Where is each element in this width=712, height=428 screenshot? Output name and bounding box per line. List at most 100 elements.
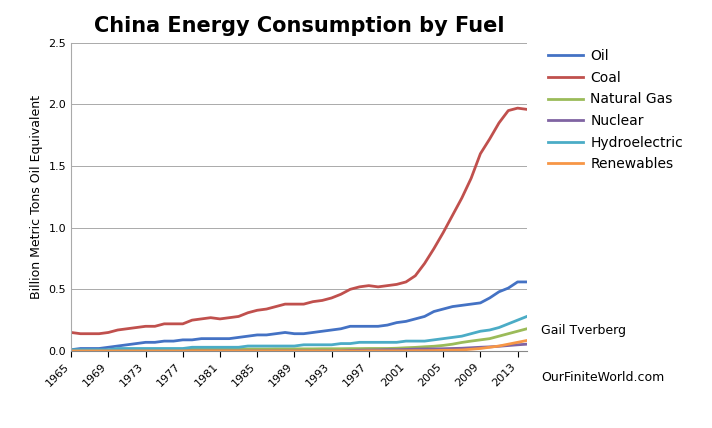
Renewables: [104, 348, 112, 354]
Natural Gas: [122, 348, 131, 353]
Natural Gas: [253, 346, 261, 351]
Coal: [76, 331, 85, 336]
Natural Gas: [76, 348, 85, 353]
Coal: [160, 321, 169, 327]
Renewables: [411, 348, 419, 353]
Oil: [67, 347, 75, 352]
Oil: [429, 309, 438, 314]
Hydroelectric: [513, 318, 522, 323]
Oil: [225, 336, 234, 341]
Oil: [216, 336, 224, 341]
Coal: [169, 321, 178, 327]
Natural Gas: [346, 346, 355, 351]
Nuclear: [104, 348, 112, 354]
Nuclear: [309, 348, 318, 354]
Coal: [309, 299, 318, 304]
Oil: [383, 323, 392, 328]
Nuclear: [169, 348, 178, 354]
Oil: [486, 295, 494, 300]
Natural Gas: [309, 346, 318, 351]
Oil: [411, 316, 419, 321]
Renewables: [495, 343, 503, 348]
Oil: [504, 285, 513, 291]
Natural Gas: [132, 348, 140, 353]
Coal: [141, 324, 150, 329]
Nuclear: [281, 348, 289, 354]
Hydroelectric: [290, 343, 298, 348]
Renewables: [132, 348, 140, 354]
Hydroelectric: [309, 342, 318, 348]
Coal: [513, 106, 522, 111]
Legend: Oil, Coal, Natural Gas, Nuclear, Hydroelectric, Renewables: Oil, Coal, Natural Gas, Nuclear, Hydroel…: [543, 44, 689, 177]
Nuclear: [402, 347, 410, 352]
Coal: [449, 213, 457, 218]
Natural Gas: [328, 346, 336, 351]
Nuclear: [262, 348, 271, 354]
Hydroelectric: [523, 314, 531, 319]
Coal: [179, 321, 187, 327]
Hydroelectric: [234, 345, 243, 350]
Renewables: [429, 348, 438, 353]
Hydroelectric: [76, 347, 85, 352]
Coal: [467, 176, 476, 181]
Nuclear: [244, 348, 252, 354]
Hydroelectric: [67, 347, 75, 352]
Coal: [411, 273, 419, 278]
Natural Gas: [169, 347, 178, 352]
Hydroelectric: [374, 340, 382, 345]
Nuclear: [355, 348, 364, 353]
Hydroelectric: [318, 342, 327, 348]
Line: Coal: Coal: [71, 108, 527, 334]
Nuclear: [318, 348, 327, 354]
Oil: [346, 324, 355, 329]
Coal: [504, 108, 513, 113]
Nuclear: [95, 348, 103, 354]
Nuclear: [188, 348, 197, 354]
Natural Gas: [262, 346, 271, 351]
Oil: [85, 346, 94, 351]
Coal: [225, 315, 234, 320]
Hydroelectric: [383, 340, 392, 345]
Title: China Energy Consumption by Fuel: China Energy Consumption by Fuel: [94, 16, 504, 36]
Hydroelectric: [197, 345, 206, 350]
Nuclear: [486, 344, 494, 349]
Renewables: [141, 348, 150, 354]
Hydroelectric: [439, 336, 447, 341]
Renewables: [476, 346, 485, 351]
Nuclear: [160, 348, 169, 354]
Renewables: [206, 348, 215, 354]
Hydroelectric: [420, 339, 429, 344]
Nuclear: [420, 346, 429, 351]
Coal: [495, 120, 503, 125]
Renewables: [253, 348, 261, 354]
Oil: [104, 345, 112, 350]
Hydroelectric: [169, 346, 178, 351]
Oil: [458, 303, 466, 308]
Oil: [467, 302, 476, 307]
Renewables: [151, 348, 159, 354]
Coal: [85, 331, 94, 336]
Nuclear: [328, 348, 336, 354]
Natural Gas: [467, 339, 476, 344]
Hydroelectric: [271, 343, 280, 348]
Oil: [132, 341, 140, 346]
Renewables: [309, 348, 318, 354]
Hydroelectric: [141, 346, 150, 351]
Hydroelectric: [262, 343, 271, 348]
Hydroelectric: [104, 347, 112, 352]
Renewables: [262, 348, 271, 354]
Nuclear: [113, 348, 122, 354]
Hydroelectric: [337, 341, 345, 346]
Oil: [402, 319, 410, 324]
Oil: [95, 346, 103, 351]
Hydroelectric: [151, 346, 159, 351]
Oil: [234, 335, 243, 340]
Coal: [281, 302, 289, 307]
Coal: [523, 107, 531, 112]
Oil: [328, 327, 336, 333]
Oil: [141, 340, 150, 345]
Renewables: [169, 348, 178, 354]
Coal: [337, 292, 345, 297]
Renewables: [449, 348, 457, 353]
Natural Gas: [141, 347, 150, 352]
